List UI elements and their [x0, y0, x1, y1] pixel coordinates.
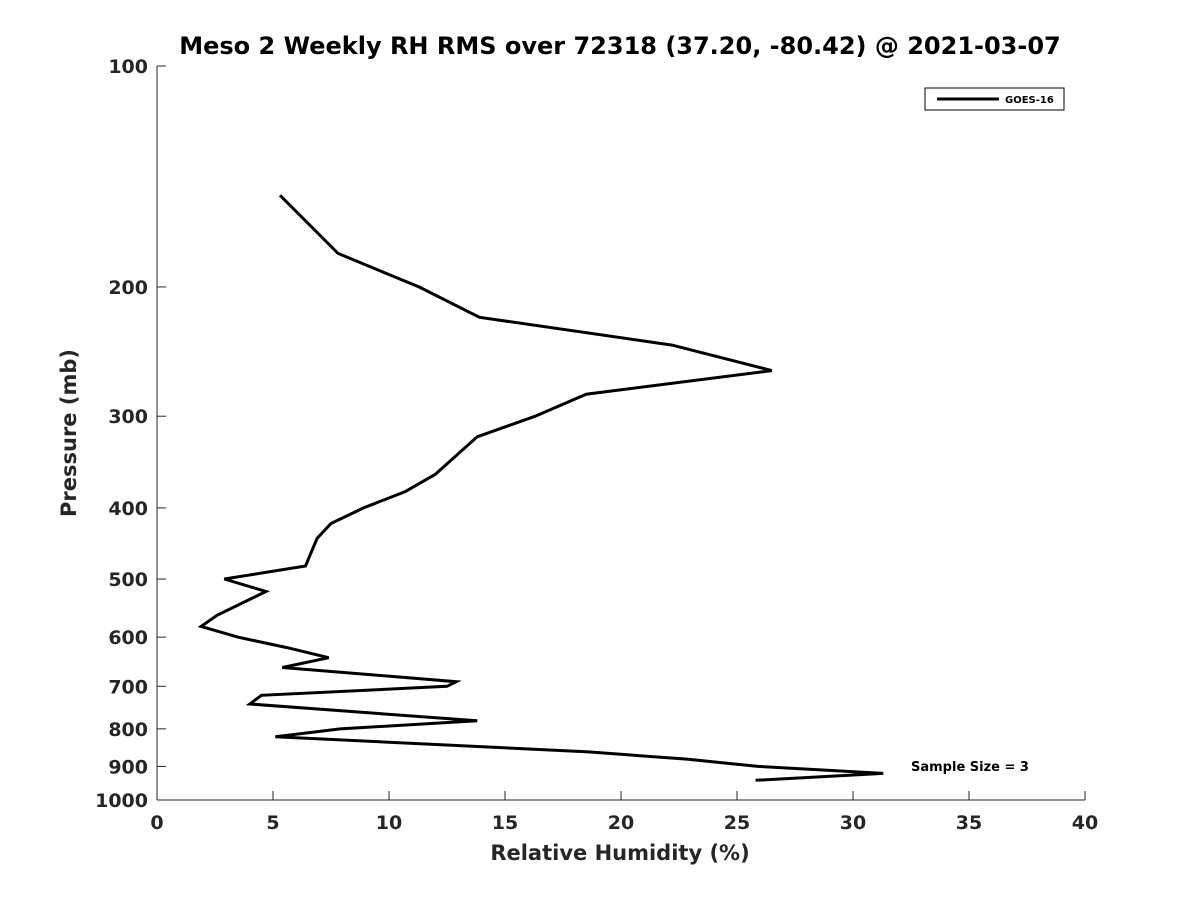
- y-tick-label: 1000: [95, 790, 148, 812]
- y-axis-label: Pressure (mb): [57, 349, 81, 517]
- y-tick-label: 600: [108, 627, 148, 649]
- x-tick-label: 25: [724, 812, 750, 834]
- x-tick-label: 10: [376, 812, 402, 834]
- y-axis-ticks: 100 200 300 400 500 600 700 800 900 1000: [95, 56, 166, 812]
- chart-title: Meso 2 Weekly RH RMS over 72318 (37.20, …: [179, 32, 1061, 60]
- x-tick-label: 0: [150, 812, 163, 834]
- y-tick-label: 900: [108, 756, 148, 778]
- legend-entry-label: GOES-16: [1005, 95, 1054, 106]
- x-tick-label: 20: [608, 812, 634, 834]
- y-tick-label: 500: [108, 569, 148, 591]
- series-layer: [197, 194, 884, 782]
- x-tick-label: 15: [492, 812, 518, 834]
- y-tick-label: 800: [108, 719, 148, 741]
- y-tick-label: 700: [108, 676, 148, 698]
- legend: GOES-16: [924, 87, 1065, 111]
- y-tick-label: 100: [108, 56, 148, 78]
- sample-size-annotation: Sample Size = 3: [911, 760, 1029, 775]
- series-line: [197, 194, 884, 782]
- x-axis-ticks: 0 5 10 15 20 25 30 35 40: [150, 791, 1098, 834]
- x-tick-label: 40: [1072, 812, 1098, 834]
- x-tick-label: 5: [266, 812, 279, 834]
- plot-axes: [156, 66, 1085, 801]
- x-axis-label: Relative Humidity (%): [490, 841, 749, 865]
- x-tick-label: 35: [956, 812, 982, 834]
- y-tick-label: 200: [108, 277, 148, 299]
- y-tick-label: 300: [108, 406, 148, 428]
- y-tick-label: 400: [108, 498, 148, 520]
- x-tick-label: 30: [840, 812, 866, 834]
